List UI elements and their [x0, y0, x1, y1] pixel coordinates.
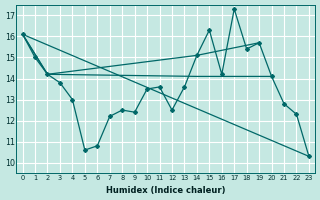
X-axis label: Humidex (Indice chaleur): Humidex (Indice chaleur): [106, 186, 226, 195]
